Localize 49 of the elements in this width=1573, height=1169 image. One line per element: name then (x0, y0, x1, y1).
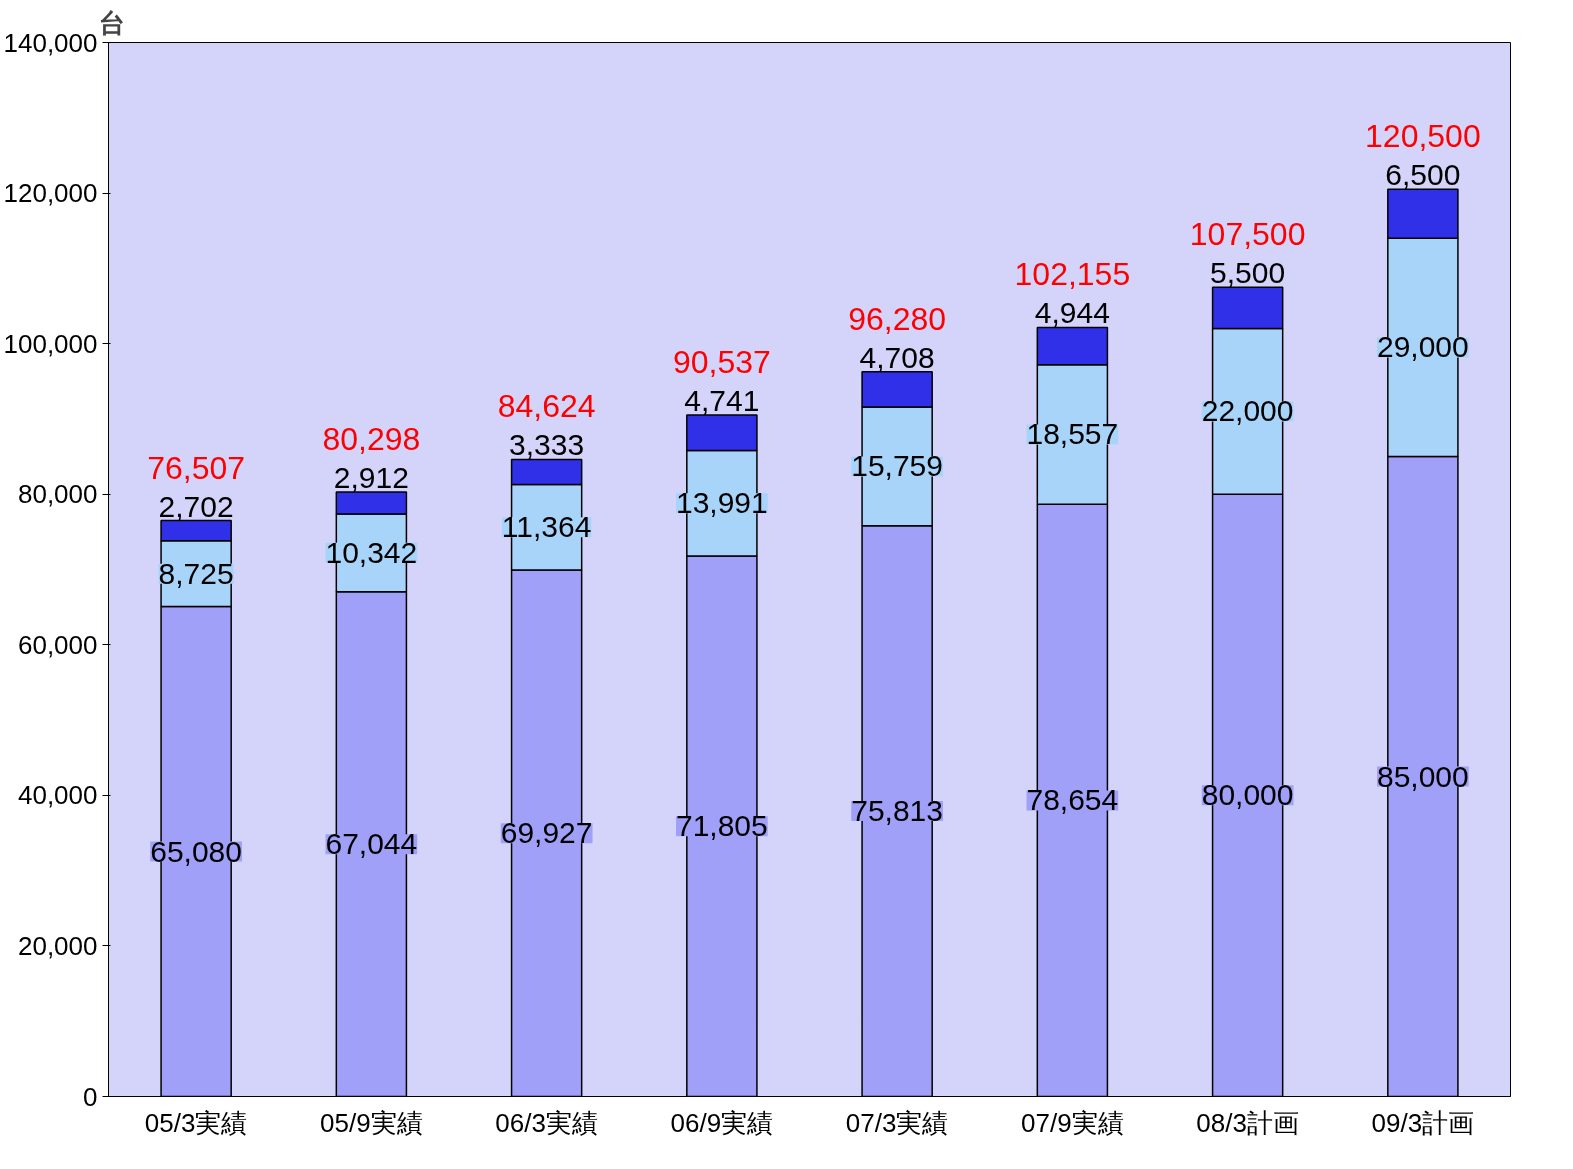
total-label: 120,500 (1365, 118, 1481, 155)
data-label: 78,654 (1026, 783, 1119, 817)
data-label: 18,557 (1026, 417, 1119, 451)
y-axis-title: 台 (98, 7, 125, 38)
y-tick-label: 80,000 (17, 479, 98, 510)
x-tick-label: 06/3実績 (495, 1107, 598, 1138)
data-label: 67,044 (325, 827, 418, 861)
data-label: 85,000 (1377, 759, 1469, 793)
y-tick-label: 20,000 (17, 930, 98, 961)
data-label: 80,000 (1201, 778, 1294, 812)
x-tick-label: 07/3実績 (845, 1107, 949, 1138)
data-label: 3,333 (509, 428, 585, 462)
data-label: 11,364 (501, 510, 592, 544)
data-label: 10,342 (325, 535, 418, 569)
data-label: 5,500 (1210, 256, 1286, 290)
x-tick-label: 05/3実績 (144, 1107, 248, 1138)
y-tick-label: 120,000 (3, 178, 98, 209)
x-tick-label: 07/9実績 (1021, 1107, 1124, 1138)
x-tick-label: 08/3計画 (1196, 1107, 1299, 1138)
data-label: 65,080 (150, 834, 243, 868)
y-tick-label: 60,000 (17, 629, 98, 660)
data-label: 71,805 (676, 809, 768, 843)
data-label: 69,927 (500, 816, 593, 850)
y-tick-label: 0 (83, 1081, 98, 1112)
total-label: 96,280 (848, 300, 947, 337)
data-label: 2,912 (333, 460, 409, 494)
data-label: 4,708 (859, 340, 935, 374)
total-label: 90,537 (672, 343, 771, 380)
data-label: 4,944 (1034, 296, 1110, 330)
data-label: 75,813 (851, 794, 944, 828)
data-label: 22,000 (1201, 394, 1294, 428)
data-label: 13,991 (676, 486, 768, 520)
data-label: 4,741 (684, 383, 760, 417)
data-label: 6,500 (1385, 158, 1461, 192)
y-tick-label: 100,000 (3, 328, 98, 359)
x-tick-label: 05/9実績 (320, 1107, 423, 1138)
total-label: 102,155 (1014, 256, 1131, 293)
data-label: 2,702 (158, 489, 234, 523)
total-label: 76,507 (147, 449, 246, 486)
x-tick-label: 06/9実績 (670, 1107, 774, 1138)
x-tick-label: 09/3計画 (1371, 1107, 1475, 1138)
y-tick-label: 140,000 (3, 27, 98, 58)
total-label: 84,624 (497, 388, 596, 425)
total-label: 80,298 (322, 420, 421, 457)
data-label: 15,759 (851, 449, 944, 483)
total-label: 107,500 (1189, 216, 1306, 253)
y-tick-label: 40,000 (17, 780, 98, 811)
data-label: 8,725 (158, 556, 234, 590)
data-label: 29,000 (1377, 330, 1469, 364)
